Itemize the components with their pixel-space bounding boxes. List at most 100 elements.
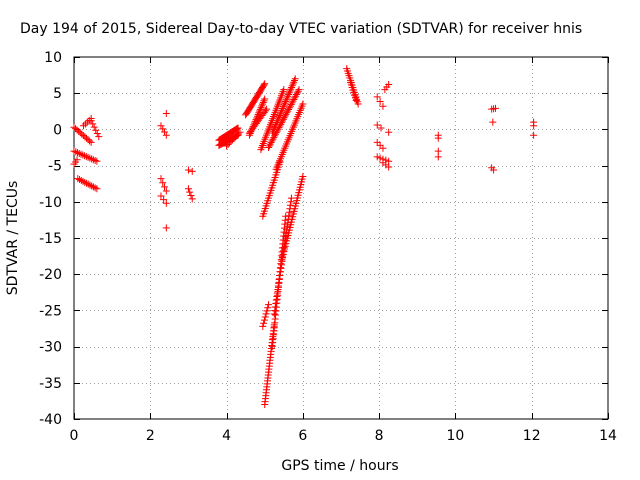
data-point	[269, 135, 277, 143]
x-tick-label: 12	[523, 428, 541, 444]
y-tick-label: -5	[48, 159, 62, 175]
y-tick-label: -15	[39, 231, 62, 247]
data-point	[276, 268, 284, 276]
data-point	[93, 185, 101, 193]
data-point	[275, 275, 283, 283]
data-point	[292, 92, 300, 100]
data-point	[157, 122, 165, 130]
data-point	[272, 296, 280, 304]
y-tick-label: -35	[39, 376, 62, 392]
data-point	[290, 76, 298, 84]
data-point	[285, 90, 293, 98]
data-point	[83, 118, 91, 126]
data-point	[232, 125, 240, 133]
data-point	[233, 125, 241, 133]
data-point	[268, 137, 276, 145]
data-point	[263, 307, 271, 315]
data-point	[277, 108, 285, 116]
data-point	[289, 80, 297, 88]
x-axis-label: GPS time / hours	[281, 458, 398, 474]
data-point	[277, 120, 285, 128]
data-point	[75, 149, 83, 157]
data-point	[162, 199, 170, 207]
data-point	[188, 167, 196, 175]
data-point	[385, 128, 393, 136]
data-point	[72, 148, 80, 156]
data-point	[87, 117, 95, 125]
data-point	[259, 98, 267, 106]
data-point	[287, 198, 295, 206]
data-point	[263, 105, 271, 113]
data-point	[159, 179, 167, 187]
y-tick-label: 0	[53, 122, 62, 138]
x-tick-label: 8	[375, 428, 384, 444]
data-point	[160, 196, 168, 204]
y-tick-label: -20	[39, 267, 62, 283]
data-point	[86, 154, 94, 162]
data-point	[74, 149, 82, 157]
data-point	[188, 195, 196, 203]
data-point	[280, 86, 288, 94]
data-point	[282, 97, 290, 105]
y-tick-label: -30	[39, 340, 62, 356]
data-point	[93, 129, 101, 137]
data-point	[279, 115, 287, 123]
data-point	[294, 87, 302, 95]
data-point	[162, 187, 170, 195]
data-point	[90, 123, 98, 131]
data-point	[261, 95, 269, 103]
data-point	[258, 102, 266, 110]
data-point	[278, 117, 286, 125]
data-point	[274, 125, 282, 133]
data-point	[226, 139, 234, 147]
data-point	[267, 139, 275, 147]
data-point	[292, 91, 300, 99]
data-point	[234, 124, 242, 132]
data-point	[293, 89, 301, 97]
data-point	[277, 264, 285, 272]
data-point	[70, 147, 78, 155]
data-point	[530, 131, 538, 139]
data-point	[93, 157, 101, 165]
data-point	[186, 188, 194, 196]
x-tick-label: 2	[146, 428, 155, 444]
data-point	[227, 137, 235, 145]
data-point	[89, 156, 97, 164]
data-point	[379, 102, 387, 110]
data-point	[377, 124, 385, 132]
data-point	[275, 124, 283, 132]
data-point	[276, 110, 284, 118]
data-point	[264, 304, 272, 312]
data-point	[79, 151, 87, 159]
data-point	[270, 134, 278, 142]
y-tick-label: 5	[53, 86, 62, 102]
data-point	[299, 172, 307, 180]
data-point	[162, 131, 170, 139]
data-point	[299, 100, 307, 108]
data-point	[187, 192, 195, 200]
data-point	[161, 183, 169, 191]
data-point	[84, 153, 92, 161]
data-point	[87, 138, 95, 146]
data-point	[80, 122, 88, 130]
chart-title: Day 194 of 2015, Sidereal Day-to-day VTE…	[20, 21, 582, 37]
data-point	[259, 322, 267, 330]
data-point	[230, 134, 238, 142]
data-point	[291, 94, 299, 102]
data-point	[91, 156, 99, 164]
data-point	[260, 319, 268, 327]
data-point	[287, 85, 295, 93]
data-point	[276, 112, 284, 120]
x-tick-label: 14	[599, 428, 617, 444]
data-point	[271, 307, 279, 315]
data-point	[373, 121, 381, 129]
y-axis-label: SDTVAR / TECUs	[5, 181, 21, 296]
data-point	[260, 97, 268, 105]
data-point	[290, 96, 298, 104]
data-point	[82, 153, 90, 161]
data-point	[287, 194, 295, 202]
data-point	[231, 133, 239, 141]
data-point	[285, 104, 293, 112]
data-point	[285, 105, 293, 113]
data-points	[70, 65, 538, 409]
